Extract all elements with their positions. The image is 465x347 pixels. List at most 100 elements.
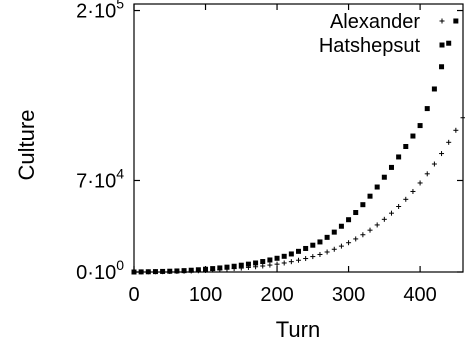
x-tick-label: 100 <box>189 284 222 306</box>
data-point-alexander <box>388 210 394 216</box>
data-point-alexander <box>381 216 387 222</box>
y-tick-label-base: 7·10 <box>76 170 116 192</box>
data-point-alexander <box>353 236 359 242</box>
data-point-hatshepsut <box>324 234 330 240</box>
y-tick-label-base: 0·10 <box>76 262 116 284</box>
data-point-hatshepsut <box>238 262 244 268</box>
data-point-alexander <box>424 171 430 177</box>
data-point-alexander <box>288 259 294 265</box>
x-axis-ticks: 0 100 200 300 400 <box>128 4 437 306</box>
data-point-alexander <box>296 257 301 263</box>
legend-label-alexander: Alexander <box>330 11 420 33</box>
data-point-hatshepsut <box>417 123 423 129</box>
data-point-alexander <box>446 139 452 145</box>
plot-border <box>133 3 464 273</box>
x-tick-label: 400 <box>403 284 436 306</box>
x-axis-title: Turn <box>276 317 320 342</box>
data-point-alexander <box>303 256 309 262</box>
y-tick-label-exponent: 0 <box>116 257 124 273</box>
data-point-hatshepsut <box>403 143 409 149</box>
legend-marker-hatshepsut <box>439 42 445 48</box>
data-point-hatshepsut <box>446 40 452 46</box>
data-point-hatshepsut <box>424 106 430 112</box>
data-point-alexander <box>367 227 373 233</box>
x-tick-label: 0 <box>128 284 139 306</box>
data-point-hatshepsut <box>138 269 144 275</box>
x-tick-label: 300 <box>332 284 365 306</box>
data-point-alexander <box>346 240 352 246</box>
y-tick-label: 2·105 <box>76 0 124 23</box>
data-point-hatshepsut <box>431 86 437 92</box>
data-point-hatshepsut <box>245 261 251 267</box>
data-point-hatshepsut <box>253 260 259 266</box>
data-point-alexander <box>338 243 344 249</box>
data-point-alexander <box>417 180 423 186</box>
data-point-alexander <box>431 161 437 167</box>
data-point-alexander <box>396 204 402 210</box>
data-point-alexander <box>324 249 330 255</box>
series-hatshepsut <box>131 18 459 275</box>
y-axis-title: Culture <box>14 110 39 181</box>
data-point-alexander <box>260 263 266 269</box>
data-point-alexander <box>331 246 337 252</box>
data-point-alexander <box>317 251 323 257</box>
y-tick-label: 7·104 <box>76 165 124 192</box>
data-point-hatshepsut <box>267 257 273 263</box>
data-point-hatshepsut <box>296 248 301 254</box>
data-point-hatshepsut <box>288 251 294 257</box>
data-point-hatshepsut <box>181 268 187 274</box>
data-point-hatshepsut <box>231 263 237 269</box>
data-point-alexander <box>360 232 366 238</box>
data-point-alexander <box>310 254 316 260</box>
data-point-hatshepsut <box>131 269 137 275</box>
data-point-hatshepsut <box>174 268 180 274</box>
data-point-hatshepsut <box>317 239 323 245</box>
data-point-hatshepsut <box>388 164 394 170</box>
data-point-hatshepsut <box>260 259 266 265</box>
data-point-hatshepsut <box>410 133 416 139</box>
data-point-alexander <box>281 260 287 266</box>
data-point-hatshepsut <box>374 184 380 190</box>
data-point-hatshepsut <box>453 18 459 24</box>
data-point-hatshepsut <box>224 264 230 270</box>
data-point-alexander <box>439 151 445 157</box>
data-point-alexander <box>374 222 380 228</box>
data-point-hatshepsut <box>381 174 387 180</box>
data-point-hatshepsut <box>338 223 344 229</box>
data-point-hatshepsut <box>274 255 280 261</box>
data-point-hatshepsut <box>145 269 151 275</box>
data-point-hatshepsut <box>310 242 316 248</box>
data-point-hatshepsut <box>360 202 366 208</box>
data-point-hatshepsut <box>217 265 223 271</box>
y-tick-label-exponent: 5 <box>116 0 124 12</box>
plot-frame <box>133 3 464 273</box>
data-point-alexander <box>410 188 416 194</box>
y-tick-label: 0·100 <box>76 257 124 284</box>
y-tick-label-exponent: 4 <box>116 165 124 181</box>
y-axis-ticks: 0·100 7·104 2·105 <box>76 0 463 284</box>
data-point-hatshepsut <box>167 268 173 274</box>
legend-label-hatshepsut: Hatshepsut <box>319 35 421 57</box>
data-point-hatshepsut <box>195 267 201 273</box>
data-point-alexander <box>267 262 273 268</box>
data-point-alexander <box>274 261 280 267</box>
data-point-hatshepsut <box>281 253 287 259</box>
data-point-hatshepsut <box>396 154 402 160</box>
data-point-hatshepsut <box>331 229 337 235</box>
data-point-hatshepsut <box>188 267 194 273</box>
data-point-alexander <box>453 127 459 133</box>
data-point-hatshepsut <box>367 193 373 199</box>
data-point-alexander <box>460 115 465 121</box>
data-point-hatshepsut <box>160 268 166 274</box>
data-point-hatshepsut <box>303 245 309 251</box>
x-tick-label: 200 <box>260 284 293 306</box>
data-point-hatshepsut <box>203 266 209 272</box>
data-point-alexander <box>403 196 409 202</box>
data-point-hatshepsut <box>439 64 445 70</box>
data-point-hatshepsut <box>152 269 158 275</box>
data-point-hatshepsut <box>210 266 216 272</box>
legend-marker-alexander <box>439 18 445 24</box>
data-point-hatshepsut <box>353 210 359 216</box>
